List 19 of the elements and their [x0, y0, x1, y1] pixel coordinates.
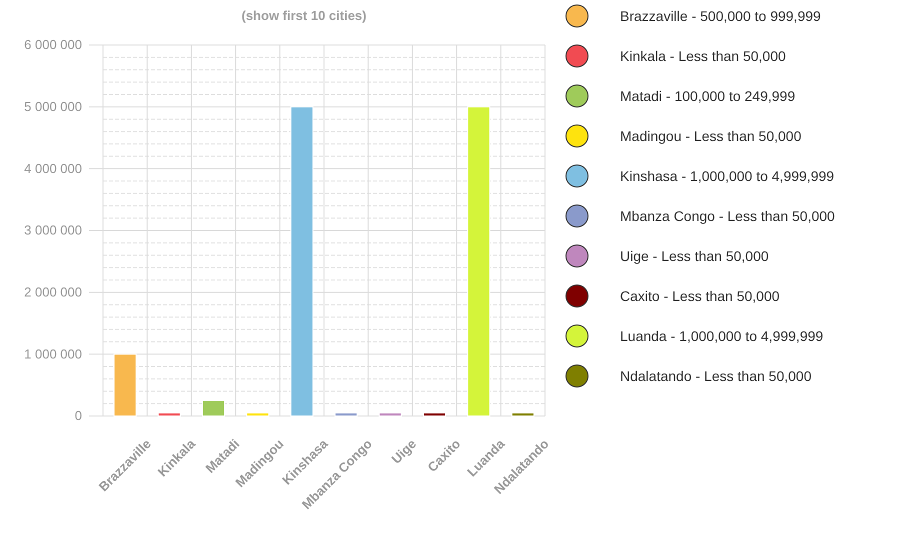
legend-label: Kinshasa - 1,000,000 to 4,999,999: [620, 168, 834, 184]
legend-label: Luanda - 1,000,000 to 4,999,999: [620, 328, 824, 344]
y-tick-label: 6 000 000: [24, 37, 82, 52]
legend-label: Brazzaville - 500,000 to 999,999: [620, 8, 822, 24]
legend-label: Ndalatando - Less than 50,000: [620, 368, 812, 384]
y-tick-label: 3 000 000: [24, 222, 82, 238]
y-tick-label: 0: [74, 408, 82, 424]
legend-label: Uige - Less than 50,000: [620, 248, 769, 264]
legend-label: Kinkala - Less than 50,000: [620, 48, 786, 64]
legend-label: Matadi - 100,000 to 249,999: [620, 88, 796, 104]
y-tick-label: 2 000 000: [24, 284, 82, 300]
y-tick-label: 5 000 000: [24, 98, 82, 114]
y-tick-label: 4 000 000: [24, 160, 82, 176]
legend-label: Mbanza Congo - Less than 50,000: [620, 208, 836, 224]
x-tick-label: Uige: [388, 436, 420, 467]
chart-title: (show first 10 cities): [242, 8, 366, 23]
legend-label: Caxito - Less than 50,000: [620, 288, 780, 304]
y-tick-label: 1 000 000: [24, 346, 82, 362]
legend-label: Madingou - Less than 50,000: [620, 128, 802, 144]
